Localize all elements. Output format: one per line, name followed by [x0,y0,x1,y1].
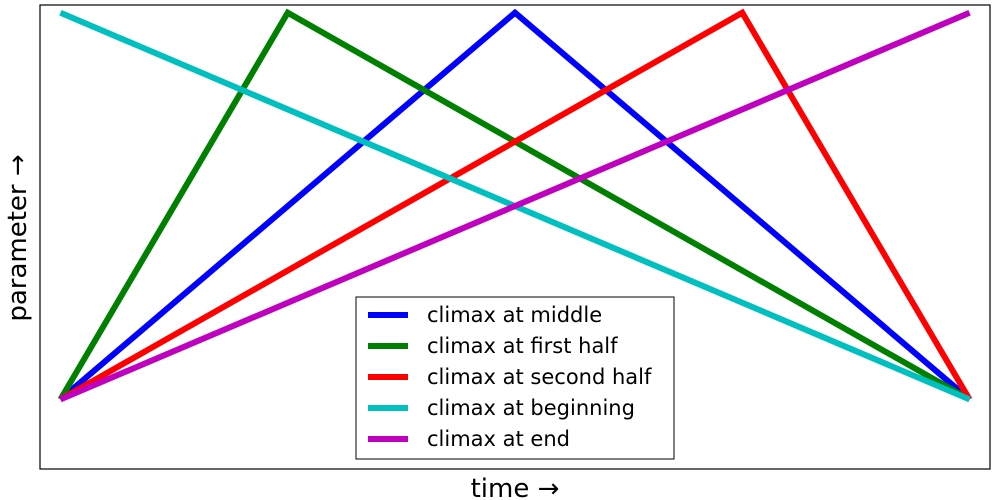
legend-label-1: climax at middle [427,303,602,327]
legend-label-4: climax at beginning [427,396,635,420]
series-line-5 [59,9,971,403]
series-line-3 [58,8,973,403]
y-axis-label: parameter → [3,154,33,321]
x-axis-label: time → [471,474,560,500]
plot-area-frame [39,4,991,470]
series-line-2 [57,8,972,403]
legend-label-5: climax at end [427,427,570,451]
legend: climax at middle climax at first half clim… [355,296,675,460]
series-line-1 [58,8,972,402]
series-layer [57,8,973,403]
legend-label-2: climax at first half [427,334,618,358]
legend-box [355,296,675,460]
legend-label-3: climax at second half [427,365,652,389]
